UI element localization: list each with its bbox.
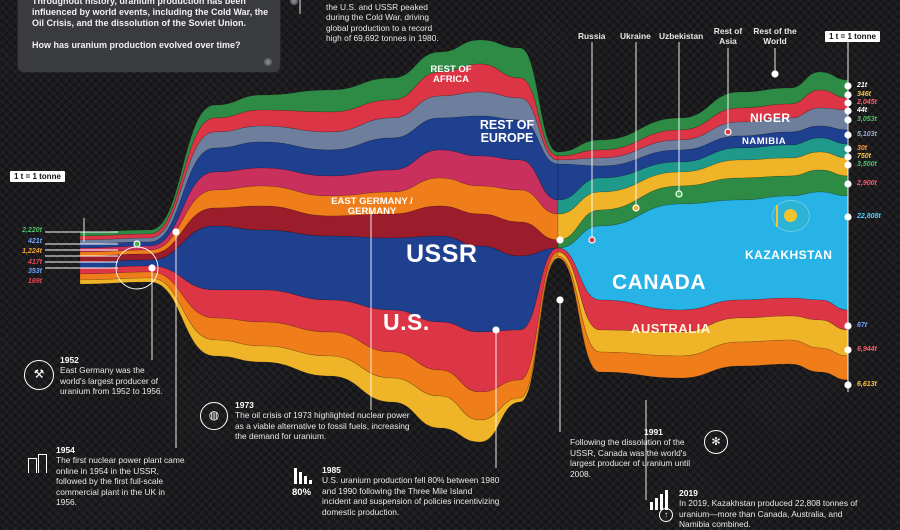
peak-note: the U.S. and USSR peaked during the Cold… (326, 2, 439, 44)
right-value-marker (844, 381, 852, 389)
annotation-1985: 1985 U.S. uranium production fell 80% be… (322, 465, 502, 517)
chart-decline-icon (294, 466, 316, 484)
right-value: 5,103t (857, 131, 877, 138)
right-value-marker (844, 161, 852, 169)
right-value-marker (844, 116, 852, 124)
scale-label-right: 1 t = 1 tonne (825, 31, 880, 42)
maple-leaf-icon: ✻ (704, 430, 728, 454)
annotation-year: 2019 (679, 488, 698, 498)
right-value-marker (844, 99, 852, 107)
left-value: 2,220t (22, 227, 42, 234)
annotation-year: 1973 (235, 400, 254, 410)
label-kazakhstan: KAZAKHSTAN (745, 248, 833, 262)
marker-1985 (492, 326, 500, 334)
label-rest-of-world: Rest of the World (753, 26, 797, 47)
right-value-marker (844, 82, 852, 90)
annotation-year: 1991 (644, 427, 663, 437)
annotation-year: 1952 (60, 355, 79, 365)
marker-rest-of-asia (724, 128, 732, 136)
right-value-marker (844, 145, 852, 153)
scale-label-left: 1 t = 1 tonne (10, 171, 65, 182)
right-value: 44t (857, 107, 868, 114)
label-namibia: NAMIBIA (742, 136, 787, 147)
right-value-marker (844, 107, 852, 115)
right-value-marker (844, 153, 852, 161)
right-value-marker (844, 213, 852, 221)
annotation-year: 1985 (322, 465, 341, 475)
right-value: 6,944t (857, 346, 877, 353)
marker-ukraine (632, 204, 640, 212)
marker-uzbekistan (675, 190, 683, 198)
label-ukraine: Ukraine (620, 31, 651, 41)
right-value-marker (844, 322, 852, 330)
left-value: 1,224t (22, 248, 42, 255)
annotation-text: The oil crisis of 1973 highlighted nucle… (235, 410, 410, 442)
label-ussr: USSR (406, 240, 478, 268)
marker-rest-of-world (771, 70, 779, 78)
right-value: 2,045t (857, 99, 877, 106)
right-value: 750t (857, 153, 872, 160)
right-value-marker (844, 91, 852, 99)
annotation-text: U.S. uranium production fell 80% between… (322, 475, 500, 517)
annotation-1954: 1954 The first nuclear power plant came … (56, 445, 186, 507)
left-value: 417t (27, 259, 42, 266)
right-value: 6,613t (857, 381, 877, 388)
factory-icon: ⚒ (24, 360, 54, 390)
kazakhstan-flag-icon (773, 201, 809, 231)
arrow-up-icon: ↑ (659, 508, 673, 522)
intro-question: How has uranium production evolved over … (32, 40, 241, 50)
right-value-marker (844, 180, 852, 188)
right-value: 67t (857, 322, 868, 329)
label-canada: CANADA (612, 271, 706, 294)
left-value: 353t (27, 268, 42, 275)
label-rest-of-asia: Rest of Asia (713, 26, 743, 47)
marker-1991 (556, 296, 564, 304)
label-uzbekistan: Uzbekistan (659, 31, 704, 41)
annotation-2019: 2019 In 2019, Kazakhstan produced 22,808… (679, 488, 859, 530)
right-value-marker (844, 346, 852, 354)
label-east-germany: EAST GERMANY / GERMANY (331, 196, 413, 217)
left-marker (133, 240, 141, 248)
intro-panel (18, 0, 280, 72)
annotation-1952: 1952 East Germany was the world's larges… (60, 355, 170, 397)
left-value: 421t (27, 238, 42, 245)
screw-icon (290, 0, 298, 5)
badge-80-percent: 80% (292, 487, 312, 498)
label-niger: NIGER (750, 111, 791, 125)
label-rest-of-africa: REST OF AFRICA (430, 64, 472, 85)
marker-russia (588, 236, 596, 244)
right-value: 2,900t (857, 180, 877, 187)
stream-band-pre-1991 (79, 255, 559, 443)
left-value: 169t (27, 278, 42, 285)
screw-icon (264, 58, 272, 66)
right-value-marker (844, 131, 852, 139)
right-value: 21t (857, 82, 868, 89)
annotation-text: Following the dissolution of the USSR, C… (570, 437, 691, 479)
bar-growth-icon (650, 488, 672, 510)
annotation-text: The first nuclear power plant came onlin… (56, 455, 185, 508)
annotation-text: In 2019, Kazakhstan produced 22,808 tonn… (679, 498, 858, 530)
globe-icon: ◍ (200, 402, 228, 430)
annotation-year: 1954 (56, 445, 75, 455)
right-value: 3,500t (857, 161, 877, 168)
marker-1991-top (556, 236, 564, 244)
annotation-1991: 1991 Following the dissolution of the US… (570, 427, 710, 479)
label-rest-of-europe: REST OF EUROPE (479, 118, 535, 145)
annotation-1973: 1973 The oil crisis of 1973 highlighted … (235, 400, 415, 442)
right-value: 346t (857, 91, 872, 98)
annotation-text: East Germany was the world's largest pro… (60, 365, 163, 397)
label-russia: Russia (578, 31, 606, 41)
right-value: 3,053t (857, 116, 877, 123)
marker-1954 (172, 228, 180, 236)
label-us: U.S. (383, 309, 430, 335)
right-value: 30t (857, 145, 868, 152)
right-value: 22,808t (857, 213, 881, 220)
label-australia: AUSTRALIA (631, 321, 711, 336)
marker-1952 (148, 264, 156, 272)
intro-text: Throughout history, uranium production h… (32, 0, 269, 29)
power-plant-icon (28, 452, 50, 473)
